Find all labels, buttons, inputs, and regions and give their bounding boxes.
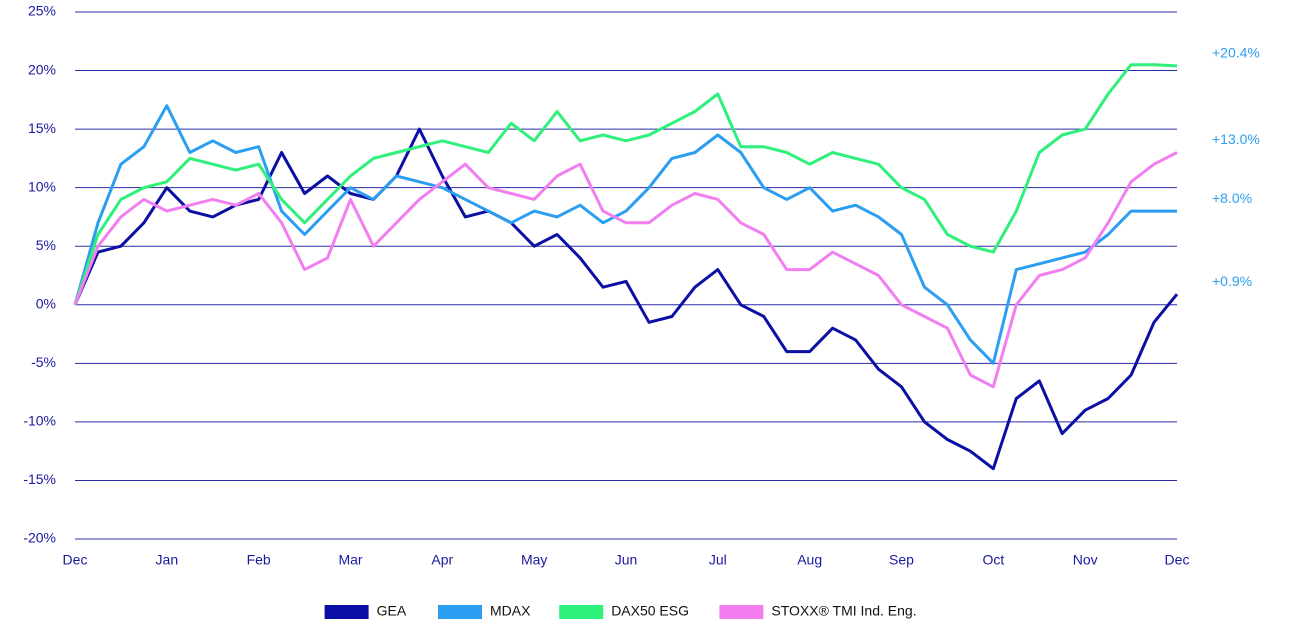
x-tick-label: May bbox=[521, 552, 547, 568]
end-label: +20.4% bbox=[1212, 45, 1260, 61]
end-label: +8.0% bbox=[1212, 190, 1252, 206]
y-tick-label: -15% bbox=[23, 471, 56, 487]
legend-label: DAX50 ESG bbox=[611, 603, 689, 619]
x-tick-label: Oct bbox=[982, 552, 1004, 568]
x-tick-label: Feb bbox=[247, 552, 271, 568]
y-tick-label: 10% bbox=[28, 178, 56, 194]
legend-swatch bbox=[324, 605, 369, 619]
legend-swatch bbox=[719, 605, 764, 619]
legend-swatch bbox=[438, 605, 482, 619]
legend-label: GEA bbox=[377, 603, 407, 619]
x-tick-label: Sep bbox=[889, 552, 914, 568]
series-line bbox=[73, 104, 1177, 365]
y-tick-label: 25% bbox=[28, 3, 56, 19]
x-tick-label: Nov bbox=[1073, 552, 1098, 568]
x-tick-label: Dec bbox=[63, 552, 88, 568]
x-tick-label: Aug bbox=[797, 552, 822, 568]
x-tick-label: Dec bbox=[1165, 552, 1190, 568]
series-line bbox=[73, 151, 1178, 389]
legend-swatch bbox=[559, 605, 604, 619]
end-label: +13.0% bbox=[1212, 131, 1260, 147]
series-line bbox=[73, 127, 1179, 471]
y-tick-label: 5% bbox=[36, 237, 56, 253]
y-tick-label: 15% bbox=[28, 120, 56, 136]
y-tick-label: 20% bbox=[28, 61, 56, 77]
x-tick-label: Mar bbox=[338, 552, 362, 568]
x-tick-label: Apr bbox=[431, 552, 453, 568]
x-tick-label: Jun bbox=[615, 552, 638, 568]
y-tick-label: 0% bbox=[36, 295, 56, 311]
legend-label: MDAX bbox=[490, 603, 531, 619]
legend-label: STOXX® TMI Ind. Eng. bbox=[771, 603, 916, 619]
y-tick-label: -5% bbox=[31, 354, 56, 370]
y-tick-label: -20% bbox=[23, 530, 56, 546]
end-label: +0.9% bbox=[1212, 273, 1252, 289]
series-line bbox=[73, 63, 1178, 306]
x-tick-label: Jan bbox=[156, 552, 179, 568]
x-tick-label: Jul bbox=[709, 552, 727, 568]
y-tick-label: -10% bbox=[23, 413, 56, 429]
